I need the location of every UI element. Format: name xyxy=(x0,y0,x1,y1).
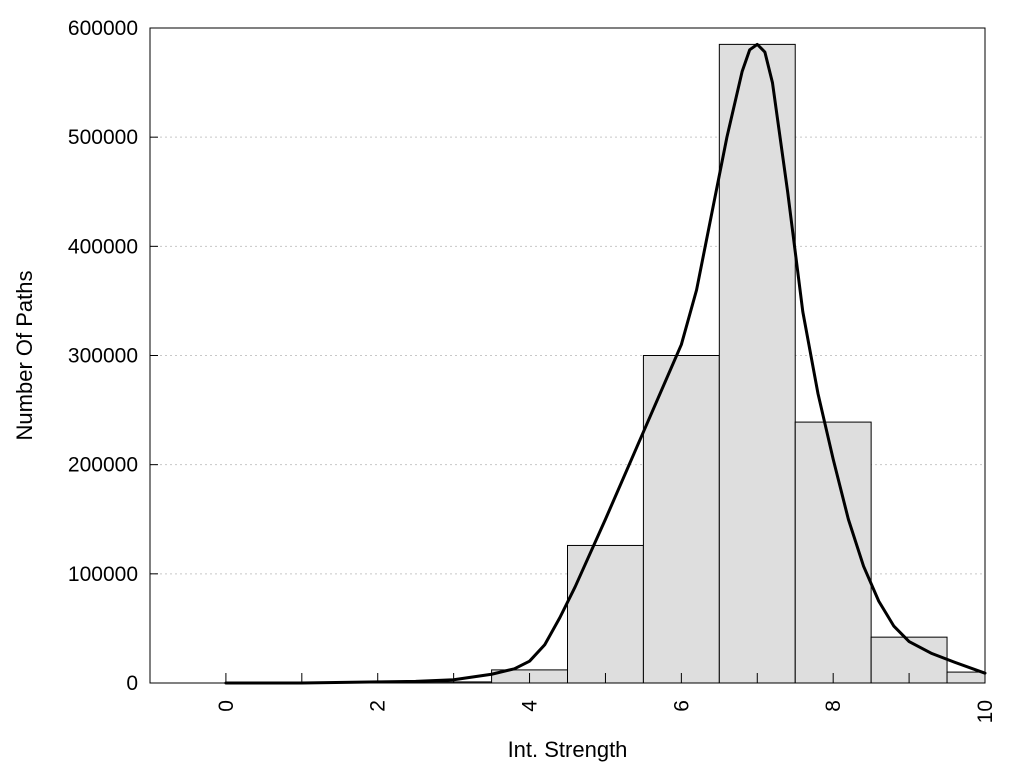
x-tick-label: 2 xyxy=(367,700,390,712)
y-tick-label: 300000 xyxy=(68,345,138,368)
density-curve xyxy=(224,42,987,685)
x-axis-ticks: 0 2 4 6 8 10 xyxy=(215,673,997,723)
histogram-bar xyxy=(946,671,986,684)
histogram-bar xyxy=(642,355,720,684)
x-tick-label: 10 xyxy=(974,700,997,723)
y-tick-label: 100000 xyxy=(68,563,138,586)
y-axis-ticks: 0 100000 200000 300000 400000 500000 600000 xyxy=(68,17,158,695)
y-tick-label: 0 xyxy=(126,672,138,695)
x-tick-label: 0 xyxy=(215,700,238,712)
y-tick-label: 600000 xyxy=(68,17,138,40)
y-tick-label: 400000 xyxy=(68,235,138,258)
x-tick-label: 8 xyxy=(822,700,845,712)
x-tick-label: 4 xyxy=(519,700,542,712)
x-tick-label: 6 xyxy=(670,700,693,712)
histogram-bar xyxy=(718,43,796,684)
histogram-bar xyxy=(567,544,644,684)
y-tick-label: 500000 xyxy=(68,126,138,149)
x-axis-label: Int. Strength xyxy=(508,737,628,762)
y-axis-label: Number Of Paths xyxy=(12,271,37,441)
histogram-bars xyxy=(415,43,986,684)
y-tick-label: 200000 xyxy=(68,454,138,477)
